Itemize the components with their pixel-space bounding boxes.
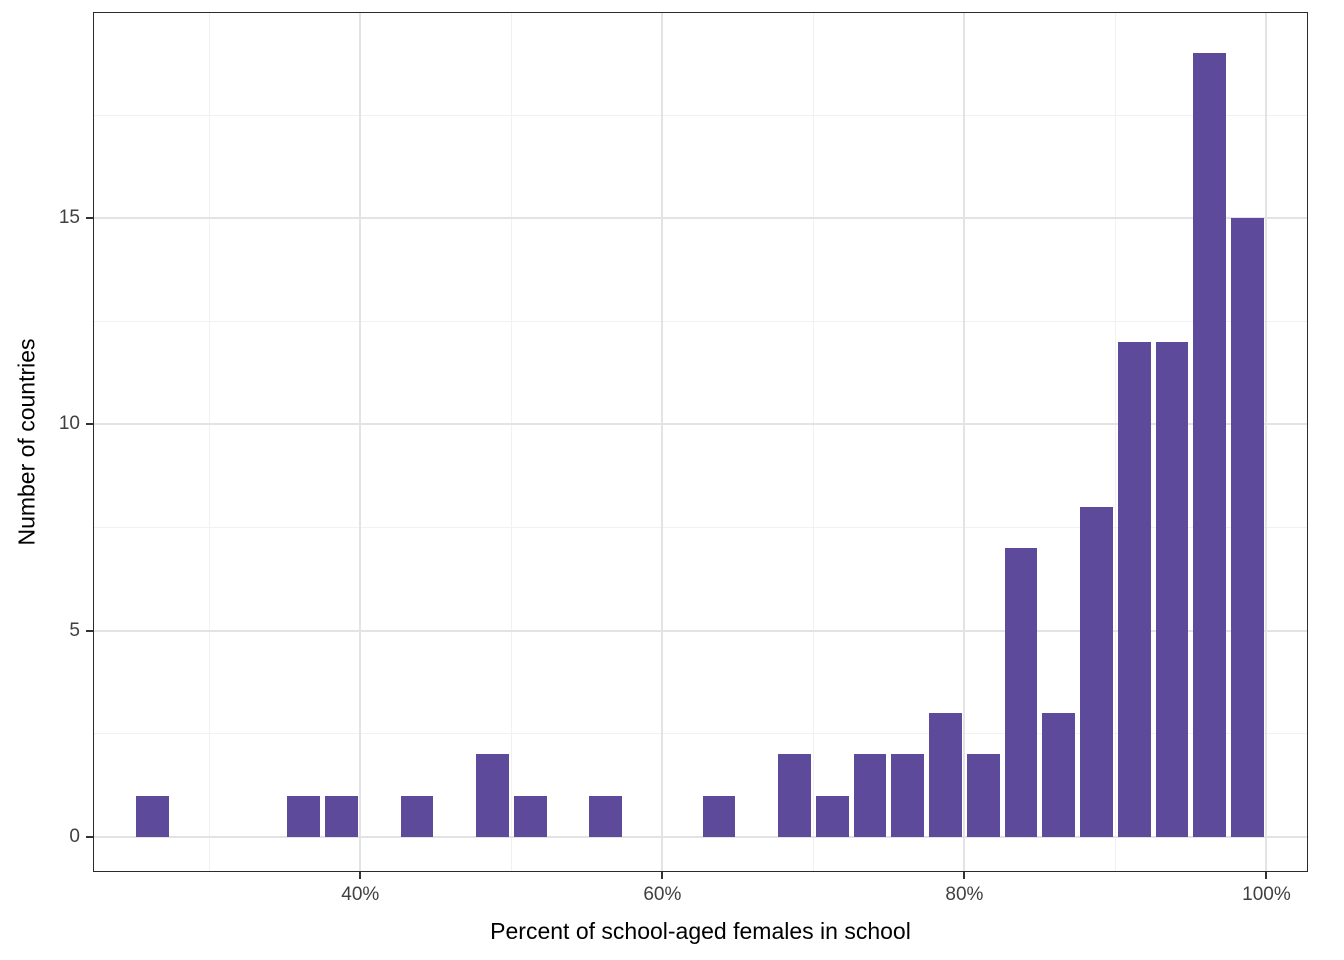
histogram-bar [966, 754, 1000, 837]
histogram-bar [1117, 341, 1151, 837]
y-tick-mark [86, 629, 93, 632]
histogram-bar [1155, 341, 1189, 837]
histogram-bar [929, 713, 962, 837]
minor-gridline-horizontal [93, 320, 1308, 322]
x-tick-label: 100% [1242, 884, 1291, 905]
y-tick-label: 10 [58, 413, 80, 435]
histogram-bar [136, 795, 170, 837]
minor-gridline-vertical [812, 12, 814, 872]
histogram-bar [891, 754, 925, 837]
y-tick-mark [86, 217, 93, 220]
y-tick-mark [86, 835, 93, 838]
minor-gridline-vertical [510, 12, 512, 872]
x-tick-mark [661, 872, 664, 879]
major-gridline-vertical [1265, 12, 1268, 872]
histogram-bar [325, 795, 358, 837]
x-tick-label: 80% [945, 884, 984, 905]
minor-gridline-vertical [208, 12, 210, 872]
histogram-bar [1042, 713, 1076, 837]
y-tick-label: 5 [69, 619, 80, 641]
major-gridline-horizontal [93, 217, 1308, 220]
histogram-bar [476, 754, 509, 837]
histogram-bar [589, 795, 623, 837]
histogram-bar [1231, 218, 1264, 837]
y-tick-label: 0 [69, 825, 80, 847]
histogram-bar [778, 754, 811, 837]
major-gridline-vertical [963, 12, 966, 872]
histogram-bar [1080, 506, 1113, 837]
histogram-bar [1004, 548, 1038, 837]
y-axis-title: Number of countries [13, 338, 40, 546]
major-gridline-vertical [661, 12, 664, 872]
x-tick-label: 40% [341, 884, 380, 905]
x-axis-title: Percent of school-aged females in school [490, 918, 911, 944]
minor-gridline-horizontal [93, 114, 1308, 116]
minor-gridline-vertical [1114, 12, 1116, 872]
histogram-bar [702, 795, 736, 837]
histogram-bar [400, 795, 434, 837]
x-tick-mark [1265, 872, 1268, 879]
histogram-bar [513, 795, 547, 837]
x-tick-mark [963, 872, 966, 879]
histogram-bar [287, 795, 321, 837]
x-tick-mark [359, 872, 362, 879]
histogram-bar [1193, 53, 1227, 837]
histogram-bar [815, 795, 849, 837]
x-tick-label: 60% [643, 884, 682, 905]
histogram-bar [853, 754, 887, 837]
major-gridline-vertical [359, 12, 362, 872]
y-tick-mark [86, 423, 93, 426]
y-tick-label: 15 [58, 207, 80, 229]
